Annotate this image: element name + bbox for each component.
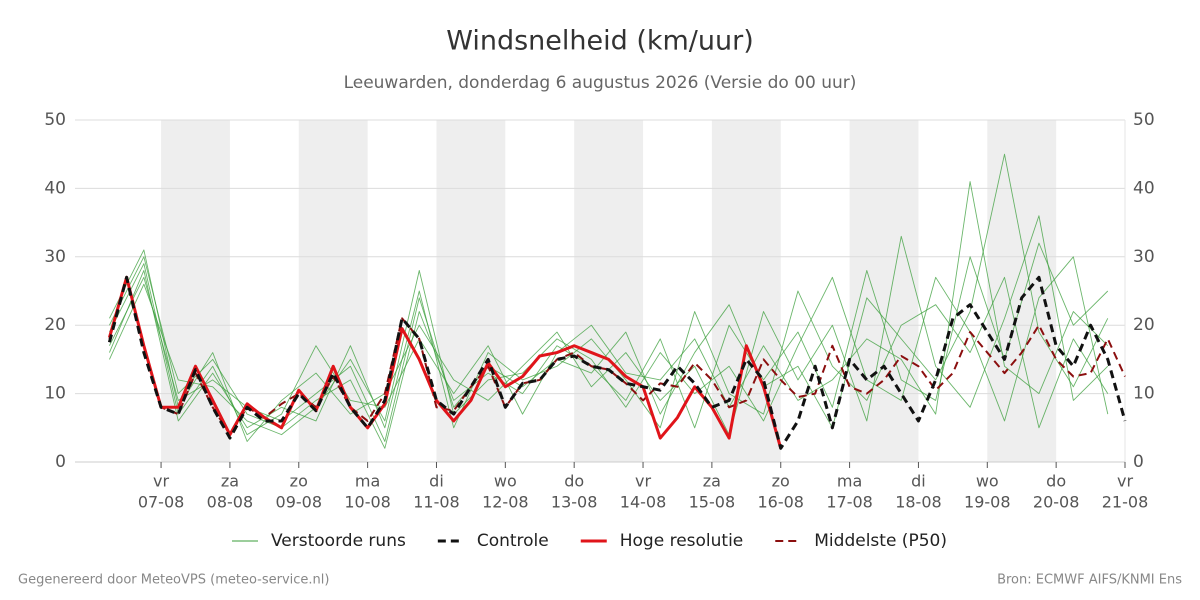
x-tick-label: 21-08 [1102,493,1149,512]
day-shade [298,120,368,462]
x-tick-day: vr [1117,472,1133,491]
chart-title: Windsnelheid (km/uur) [446,26,754,57]
x-tick-day: wo [976,472,999,491]
day-shade [574,120,644,462]
x-tick-label: 16-08 [757,493,804,512]
x-tick-day: za [221,472,239,491]
x-tick-label: 09-08 [276,493,323,512]
x-tick-label: 19-08 [964,493,1011,512]
x-tick-day: do [1046,472,1066,491]
y-tick-label: 20 [44,315,66,335]
legend-label: Controle [477,531,549,551]
x-tick-day: wo [494,472,517,491]
y-tick-label: 0 [55,452,66,472]
y2-tick-label: 50 [1133,110,1155,130]
series-line [107,275,1127,450]
day-shade [161,120,230,462]
x-tick-day: ma [837,472,862,491]
footer-left: Gegenereerd door MeteoVPS (meteo-service… [18,573,329,588]
x-tick-label: 11-08 [413,493,460,512]
y2-tick-label: 10 [1133,384,1155,404]
y-tick-label: 30 [44,247,66,267]
series-line [107,275,783,449]
y2-tick-label: 0 [1133,452,1144,472]
x-tick-label: 20-08 [1033,493,1080,512]
legend-label: Verstoorde runs [271,531,406,551]
x-tick-day: do [564,472,584,491]
x-tick-label: 14-08 [620,493,667,512]
x-tick-day: ma [355,472,380,491]
legend-label: Middelste (P50) [814,531,947,551]
x-tick-label: 17-08 [826,493,873,512]
ensemble-line [109,153,1109,442]
x-tick-day: za [703,472,721,491]
x-tick-label: 15-08 [689,493,736,512]
x-tick-day: di [911,472,926,491]
y2-tick-label: 30 [1133,247,1155,267]
x-tick-day: di [429,472,444,491]
x-tick-label: 13-08 [551,493,598,512]
x-tick-label: 10-08 [344,493,391,512]
x-tick-day: zo [772,472,790,491]
y2-tick-label: 40 [1133,178,1155,198]
x-tick-day: vr [153,472,169,491]
y-tick-label: 40 [44,178,66,198]
chart-subtitle: Leeuwarden, donderdag 6 augustus 2026 (V… [344,73,857,93]
y-tick-label: 10 [44,384,66,404]
x-tick-label: 08-08 [207,493,254,512]
footer-right: Bron: ECMWF AIFS/KNMI Ens [997,573,1182,588]
x-tick-day: vr [635,472,651,491]
ensemble-line [109,181,1109,436]
x-tick-day: zo [290,472,308,491]
y-tick-label: 50 [44,110,66,130]
x-tick-label: 18-08 [895,493,942,512]
day-shade [849,120,919,462]
x-tick-label: 12-08 [482,493,529,512]
x-tick-label: 07-08 [138,493,185,512]
legend-label: Hoge resolutie [620,531,744,551]
y2-tick-label: 20 [1133,315,1155,335]
ensemble-line [109,256,1109,436]
